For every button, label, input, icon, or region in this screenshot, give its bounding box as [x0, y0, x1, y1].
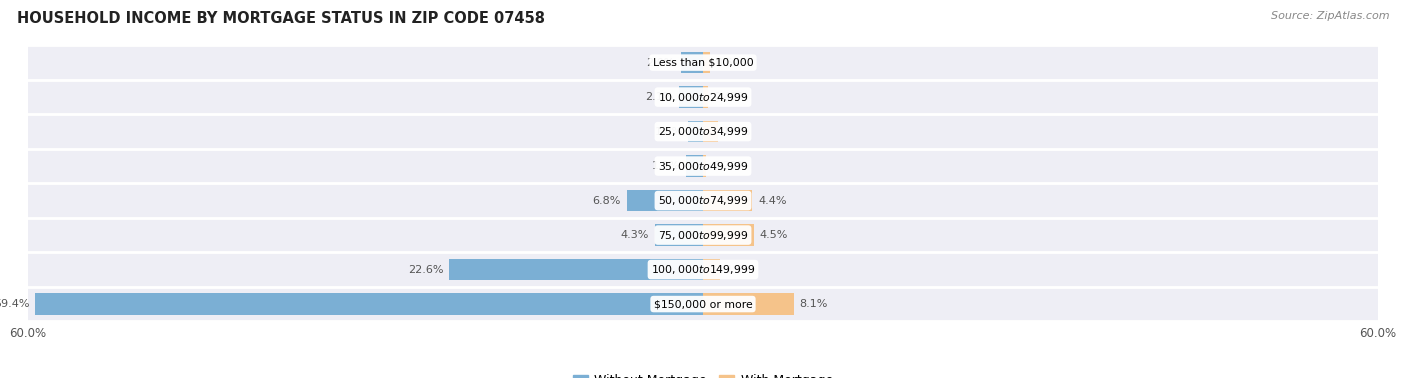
Bar	[703, 259, 720, 280]
Text: 2.0%: 2.0%	[647, 57, 675, 68]
Bar	[679, 87, 703, 108]
Bar	[627, 190, 703, 211]
Text: 6.8%: 6.8%	[592, 195, 621, 206]
Bar	[35, 293, 703, 315]
Bar	[703, 52, 710, 73]
Text: 1.3%: 1.3%	[723, 127, 751, 136]
Text: $25,000 to $34,999: $25,000 to $34,999	[658, 125, 748, 138]
Text: $35,000 to $49,999: $35,000 to $49,999	[658, 160, 748, 173]
Bar	[703, 87, 707, 108]
Bar	[28, 80, 1378, 114]
Text: 4.5%: 4.5%	[759, 230, 787, 240]
Text: $50,000 to $74,999: $50,000 to $74,999	[658, 194, 748, 207]
Text: 1.5%: 1.5%	[652, 161, 681, 171]
Text: 0.29%: 0.29%	[711, 161, 748, 171]
Bar	[28, 114, 1378, 149]
Text: 4.3%: 4.3%	[620, 230, 650, 240]
Bar	[686, 155, 703, 177]
Bar	[449, 259, 703, 280]
Bar	[28, 287, 1378, 321]
Bar	[681, 52, 703, 73]
Text: 0.62%: 0.62%	[716, 57, 751, 68]
Text: 22.6%: 22.6%	[408, 265, 443, 274]
Text: Source: ZipAtlas.com: Source: ZipAtlas.com	[1271, 11, 1389, 21]
Text: 0.43%: 0.43%	[713, 92, 749, 102]
Text: Less than $10,000: Less than $10,000	[652, 57, 754, 68]
Text: $150,000 or more: $150,000 or more	[654, 299, 752, 309]
Bar	[28, 45, 1378, 80]
Text: $10,000 to $24,999: $10,000 to $24,999	[658, 91, 748, 104]
Bar	[28, 149, 1378, 183]
Text: 1.3%: 1.3%	[655, 127, 683, 136]
Text: $75,000 to $99,999: $75,000 to $99,999	[658, 229, 748, 242]
Bar	[28, 218, 1378, 253]
Legend: Without Mortgage, With Mortgage: Without Mortgage, With Mortgage	[568, 369, 838, 378]
Bar	[28, 253, 1378, 287]
Text: 8.1%: 8.1%	[800, 299, 828, 309]
Bar	[689, 121, 703, 142]
Text: 59.4%: 59.4%	[0, 299, 30, 309]
Text: 2.1%: 2.1%	[645, 92, 673, 102]
Text: HOUSEHOLD INCOME BY MORTGAGE STATUS IN ZIP CODE 07458: HOUSEHOLD INCOME BY MORTGAGE STATUS IN Z…	[17, 11, 546, 26]
Text: $100,000 to $149,999: $100,000 to $149,999	[651, 263, 755, 276]
Bar	[703, 155, 706, 177]
Bar	[703, 121, 717, 142]
Bar	[703, 225, 754, 246]
Bar	[28, 183, 1378, 218]
Bar	[703, 293, 794, 315]
Text: 4.4%: 4.4%	[758, 195, 786, 206]
Bar	[703, 190, 752, 211]
Bar	[655, 225, 703, 246]
Text: 1.5%: 1.5%	[725, 265, 754, 274]
